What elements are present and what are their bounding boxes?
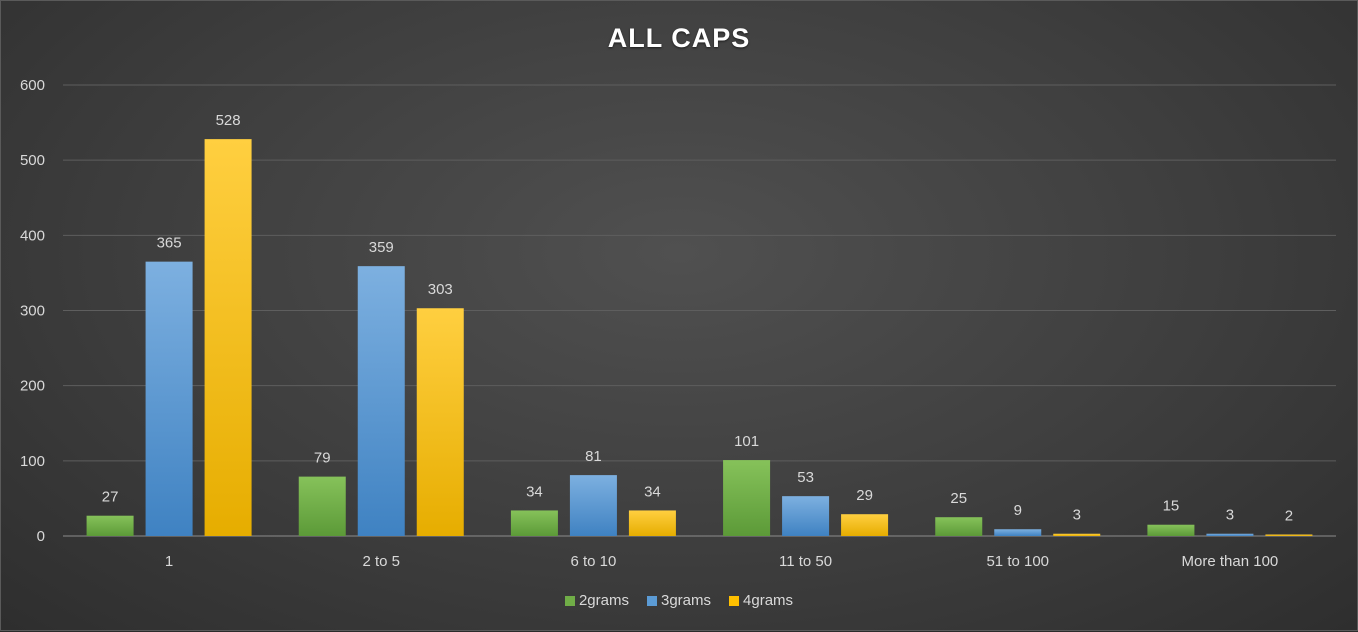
- bar-4grams-2: [628, 510, 676, 536]
- bar-4grams-0: [204, 139, 252, 536]
- chart-title: ALL CAPS: [607, 23, 751, 53]
- legend-item: 4grams: [729, 592, 793, 609]
- y-tick-label: 300: [20, 303, 45, 320]
- gridlines: [63, 84, 1336, 537]
- bar-4grams-5: [1265, 534, 1313, 536]
- labels: 0 100 200 300 400 500 600 27 365 528 1 79 359 303 2 to…: [20, 77, 1293, 570]
- bar-3grams-2: [569, 475, 617, 536]
- legend-label: 4grams: [743, 592, 794, 609]
- data-label: 79: [314, 450, 331, 467]
- x-tick-label: More than 100: [1182, 553, 1279, 570]
- data-label: 359: [369, 239, 394, 256]
- bar-4grams-1: [416, 308, 464, 536]
- data-label: 3: [1073, 507, 1081, 524]
- bar-4grams-4: [1053, 533, 1101, 536]
- legend-item: 3grams: [646, 592, 712, 609]
- x-tick-label: 11 to 50: [779, 553, 832, 570]
- bar-2grams-4: [935, 517, 983, 536]
- data-label: 365: [157, 235, 182, 252]
- y-tick-label: 400: [20, 227, 45, 244]
- data-label: 2: [1285, 507, 1293, 524]
- bar-3grams-5: [1206, 533, 1254, 536]
- bar-2grams-1: [298, 476, 346, 536]
- bars: [86, 139, 1313, 536]
- data-label: 528: [216, 112, 241, 129]
- bar-2grams-3: [723, 460, 771, 536]
- bar-2grams-5: [1147, 524, 1195, 536]
- data-label: 29: [856, 487, 873, 504]
- bar-2grams-0: [86, 515, 134, 536]
- data-label: 101: [734, 433, 759, 450]
- bar-3grams-0: [145, 261, 193, 536]
- data-label: 303: [428, 281, 453, 298]
- legend: 2grams 3grams 4grams: [1, 592, 1357, 609]
- data-label: 27: [102, 489, 119, 506]
- data-label: 9: [1014, 502, 1022, 519]
- y-tick-label: 100: [20, 453, 45, 470]
- bar-4grams-3: [841, 514, 889, 536]
- bar-3grams-4: [994, 529, 1042, 536]
- y-tick-label: 600: [20, 77, 45, 94]
- bar-3grams-3: [782, 496, 830, 536]
- data-label: 25: [950, 490, 967, 507]
- legend-label: 2grams: [578, 592, 629, 609]
- data-label: 15: [1163, 498, 1180, 515]
- x-tick-label: 6 to 10: [570, 553, 616, 570]
- data-label: 34: [644, 483, 661, 500]
- data-label: 34: [526, 483, 543, 500]
- legend-label: 3grams: [660, 592, 712, 609]
- x-tick-label: 51 to 100: [986, 553, 1049, 570]
- legend-swatch: [646, 595, 657, 606]
- y-tick-label: 0: [37, 528, 45, 545]
- y-tick-label: 200: [20, 378, 45, 395]
- data-label: 53: [797, 469, 814, 486]
- legend-swatch: [729, 595, 740, 606]
- legend-swatch: [564, 595, 575, 606]
- x-tick-label: 2 to 5: [362, 553, 400, 570]
- legend-item: 2grams: [564, 592, 629, 609]
- x-tick-label: 1: [165, 553, 173, 570]
- data-label: 81: [585, 448, 602, 465]
- bar-3grams-1: [357, 266, 405, 536]
- data-label: 3: [1226, 507, 1234, 524]
- bar-2grams-2: [510, 510, 558, 536]
- y-tick-label: 500: [20, 152, 45, 169]
